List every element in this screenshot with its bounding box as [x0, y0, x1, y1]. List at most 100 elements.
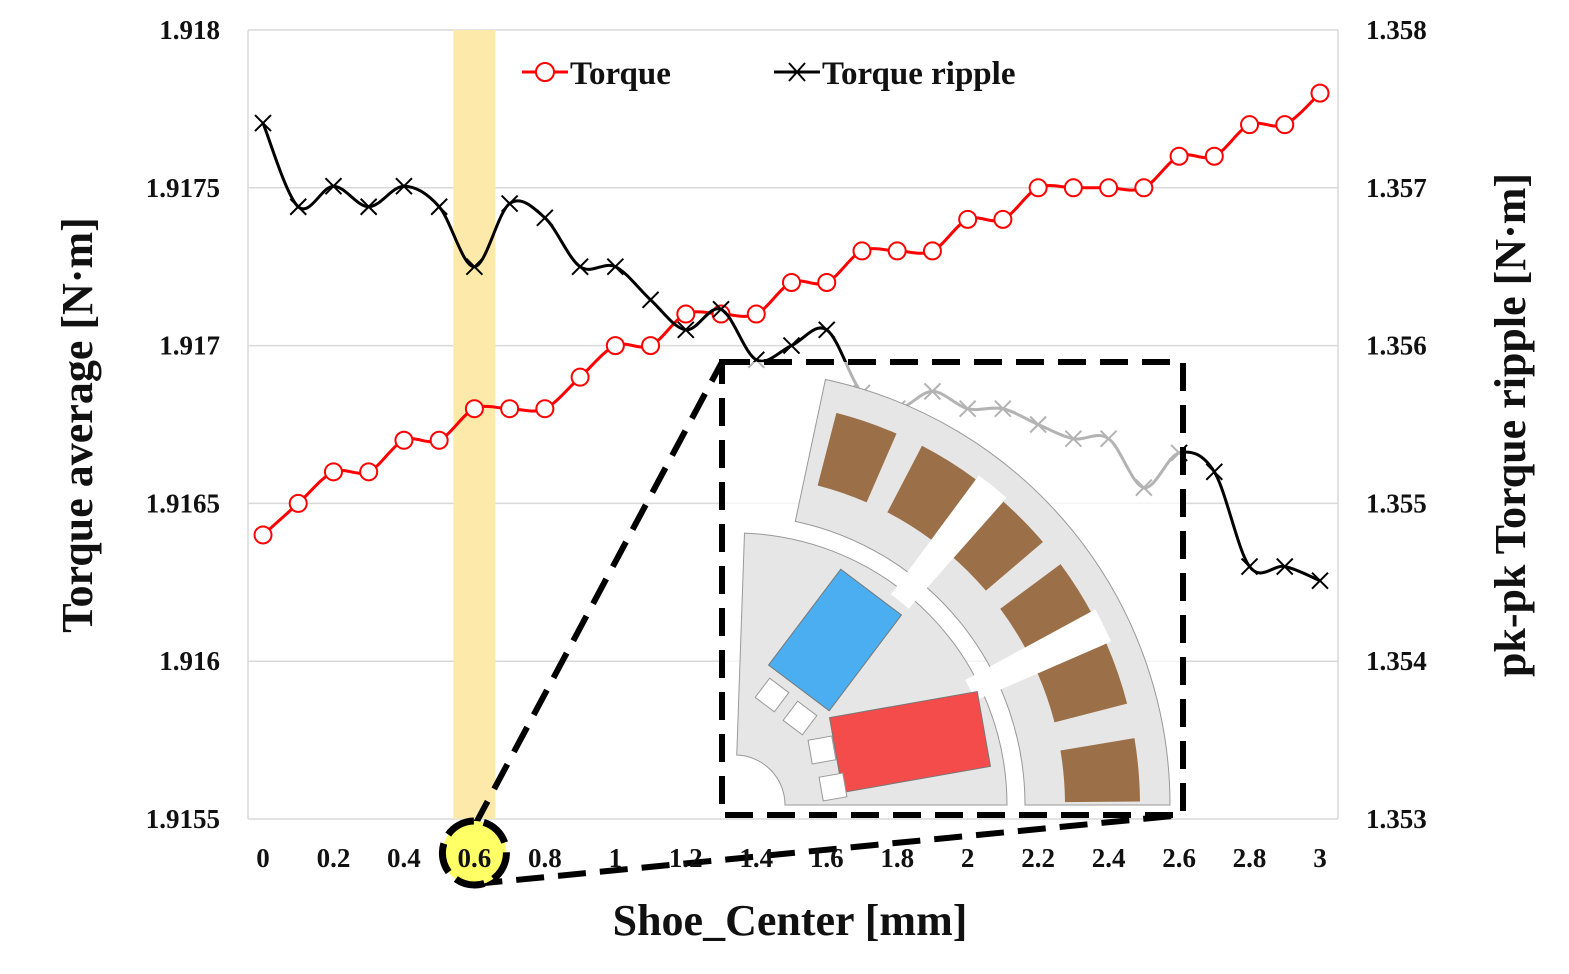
- magnet-blue: [767, 568, 903, 712]
- stator-slot: [1060, 738, 1140, 803]
- torque-point: [852, 241, 872, 261]
- x-tick: 1.4: [739, 843, 773, 873]
- ripple-point: [571, 257, 589, 276]
- torque-point: [782, 272, 801, 292]
- legend-torque-marker: [535, 62, 555, 82]
- stator-slot: [887, 445, 976, 540]
- ripple-point: [1240, 557, 1259, 576]
- inset-dashed-frame: [719, 359, 1186, 818]
- ripple-point: [641, 291, 660, 309]
- torque-point: [500, 399, 520, 419]
- motor-cross-section-inset: [719, 359, 1186, 818]
- x-tick: 0.8: [528, 843, 562, 873]
- torque-point: [1028, 178, 1048, 198]
- torque-point: [993, 209, 1013, 229]
- ripple-point: [359, 198, 378, 216]
- stator-slot: [949, 497, 1043, 591]
- torque-point: [641, 336, 661, 356]
- x-tick: 2.4: [1092, 843, 1126, 873]
- x-tick: 0.2: [317, 843, 351, 873]
- torque-point: [394, 430, 414, 450]
- flux-barrier: [818, 772, 848, 802]
- ripple-point: [712, 300, 730, 319]
- torque-point: [1099, 178, 1119, 198]
- flux-barrier: [782, 700, 818, 736]
- x-tick: 1.2: [669, 843, 703, 873]
- x-tick: 1.6: [810, 843, 844, 873]
- x-tick: 3: [1313, 843, 1327, 873]
- air-channel: [890, 475, 1007, 609]
- torque-point: [429, 430, 449, 450]
- tick-labels: 1.9155 1.353 1.916 1.354 1.9165 1.355 1.917 1.3…: [146, 15, 1427, 873]
- ripple-point: [1205, 463, 1224, 481]
- torque-point: [253, 525, 273, 545]
- ripple-point: [324, 177, 343, 195]
- torque-point: [1240, 115, 1260, 135]
- ripple-point: [500, 194, 519, 213]
- ripple-point: [818, 321, 836, 339]
- y-tick-left: 1.917: [159, 331, 220, 361]
- y-tick-right: 1.356: [1366, 331, 1427, 361]
- x-axis-label: Shoe_Center [mm]: [613, 896, 968, 945]
- x-tick: 2: [961, 843, 975, 873]
- x-tick: 1.8: [880, 843, 914, 873]
- legend-torque-label: Torque: [570, 56, 671, 92]
- torque-point: [676, 304, 696, 324]
- torque-point: [1063, 178, 1083, 198]
- torque-point: [958, 209, 978, 229]
- ripple-point: [606, 257, 625, 276]
- y-tick-left: 1.9175: [146, 173, 220, 203]
- torque-point: [1169, 146, 1189, 166]
- y-tick-right: 1.353: [1366, 804, 1427, 834]
- ripple-point: [395, 177, 413, 195]
- torque-point: [323, 462, 343, 482]
- y-tick-right: 1.358: [1366, 15, 1427, 45]
- legend-ripple-label: Torque ripple: [822, 56, 1015, 92]
- x-tick: 2.2: [1021, 843, 1055, 873]
- ripple-point: [782, 336, 801, 355]
- stator-slot: [1037, 643, 1128, 723]
- ripple-point: [430, 198, 448, 216]
- torque-point: [1310, 83, 1330, 103]
- highlight-circle: [438, 817, 510, 889]
- torque-point: [464, 399, 484, 419]
- ripple-point: [254, 114, 272, 132]
- callout-line-bottom: [474, 812, 1184, 887]
- torque-point: [887, 241, 907, 261]
- y-tick-left: 1.9155: [146, 804, 220, 834]
- y-tick-left: 1.9165: [146, 488, 220, 518]
- x-tick: 0.4: [387, 843, 421, 873]
- torque-point: [605, 336, 625, 356]
- legend-ripple-marker: [788, 62, 806, 82]
- torque-point: [1275, 115, 1295, 135]
- highlight-band: [453, 30, 496, 819]
- callout-line-top: [471, 360, 725, 828]
- callout-lines: [438, 360, 1184, 889]
- y-tick-right: 1.355: [1366, 488, 1427, 518]
- y-tick-left: 1.918: [159, 15, 220, 45]
- y-axis-right-label: pk-pk Torque ripple [N·m]: [1486, 173, 1535, 677]
- air-channel: [965, 609, 1111, 701]
- x-tick: 2.8: [1233, 843, 1267, 873]
- ripple-point: [1311, 572, 1329, 590]
- ripple-point: [465, 257, 484, 276]
- torque-point: [817, 272, 837, 292]
- x-tick: 2.6: [1162, 843, 1196, 873]
- torque-point: [922, 241, 942, 261]
- stator-slot: [817, 412, 897, 503]
- torque-point: [1134, 178, 1154, 198]
- torque-point: [746, 304, 766, 324]
- torque-point: [535, 399, 555, 419]
- x-tick: 1: [609, 843, 623, 873]
- magnet-red: [828, 690, 992, 794]
- torque-point: [359, 462, 379, 482]
- legend: Torque Torque ripple: [522, 56, 1015, 92]
- flux-barrier: [754, 677, 790, 713]
- torque-point: [288, 493, 308, 513]
- ripple-point: [536, 209, 554, 227]
- stator-slot: [1000, 564, 1095, 653]
- ripple-point: [289, 198, 307, 216]
- flux-barrier: [807, 735, 837, 765]
- torque-point: [570, 367, 590, 387]
